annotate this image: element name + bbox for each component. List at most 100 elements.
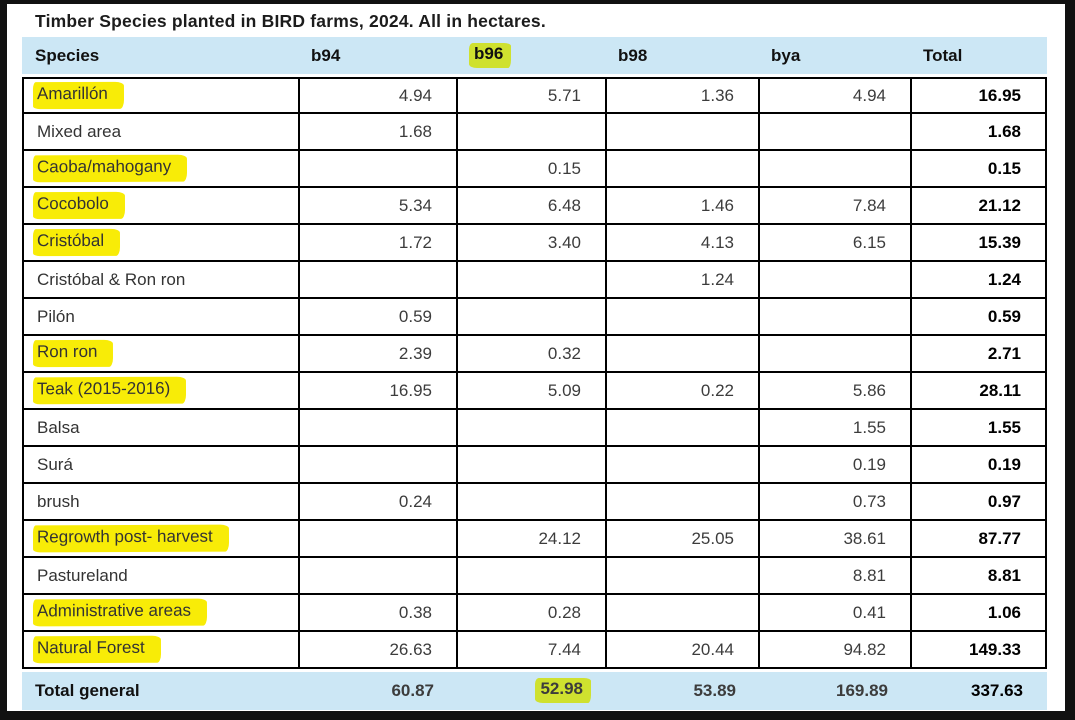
value-cell	[458, 410, 607, 447]
table-row: Regrowth post- harvest 24.12 25.05 38.61 87.…	[22, 521, 1047, 558]
row-total-cell: 149.33	[912, 632, 1047, 669]
row-total-cell: 87.77	[912, 521, 1047, 558]
header-label-bya: bya	[771, 45, 801, 65]
total-value-cell: 53.89	[607, 672, 760, 709]
species-cell: brush	[22, 484, 300, 521]
value-cell: 0.15	[458, 151, 607, 188]
value-cell: 5.71	[458, 77, 607, 114]
header-cell-b96: b96	[458, 37, 607, 74]
value-cell	[760, 114, 912, 151]
species-cell: Administrative areas	[22, 595, 300, 632]
value-cell: 8.81	[760, 558, 912, 595]
species-label: Cristóbal & Ron ron	[37, 269, 186, 289]
value-cell: 0.38	[300, 595, 458, 632]
table-row: Mixed area 1.68 1.68	[22, 114, 1047, 151]
species-cell: Cocobolo	[22, 188, 300, 225]
species-cell: Balsa	[22, 410, 300, 447]
row-total-cell: 16.95	[912, 77, 1047, 114]
table-row: Amarillón 4.94 5.71 1.36 4.94 16.95	[22, 77, 1047, 114]
value-cell: 0.19	[760, 447, 912, 484]
value-cell: 0.22	[607, 373, 760, 410]
value-cell	[458, 114, 607, 151]
page-title: Timber Species planted in BIRD farms, 20…	[35, 11, 546, 31]
species-label: Administrative areas	[32, 598, 208, 627]
value-cell	[607, 114, 760, 151]
value-cell: 7.44	[458, 632, 607, 669]
row-total-cell: 2.71	[912, 336, 1047, 373]
total-value: 60.87	[391, 680, 434, 700]
value-cell	[300, 447, 458, 484]
value-cell: 0.41	[760, 595, 912, 632]
total-row: Total general 60.87 52.98 53.89 169.89 337.63	[22, 672, 1047, 710]
header-cell-total: Total	[912, 37, 1047, 74]
value-cell: 2.39	[300, 336, 458, 373]
total-value: 52.98	[535, 678, 591, 703]
value-cell	[607, 595, 760, 632]
species-label: Ron ron	[32, 339, 114, 368]
value-cell: 5.09	[458, 373, 607, 410]
row-total-cell: 1.06	[912, 595, 1047, 632]
value-cell	[458, 262, 607, 299]
value-cell	[760, 262, 912, 299]
value-cell: 4.94	[300, 77, 458, 114]
value-cell	[458, 299, 607, 336]
value-cell: 1.46	[607, 188, 760, 225]
row-total-cell: 1.24	[912, 262, 1047, 299]
species-label: Balsa	[37, 417, 80, 437]
species-label: Pastureland	[37, 565, 128, 585]
header-cell-b98: b98	[607, 37, 760, 74]
total-value-cell: 52.98	[458, 672, 607, 709]
value-cell	[300, 262, 458, 299]
total-value: 169.89	[836, 680, 888, 700]
header-cell-b94: b94	[300, 37, 458, 74]
value-cell: 0.73	[760, 484, 912, 521]
species-cell: Pastureland	[22, 558, 300, 595]
header-label-b94: b94	[311, 45, 341, 65]
value-cell	[607, 410, 760, 447]
value-cell: 0.24	[300, 484, 458, 521]
table-row: Natural Forest 26.63 7.44 20.44 94.82 149.33	[22, 632, 1047, 669]
value-cell: 4.13	[607, 225, 760, 262]
species-label: Surá	[37, 454, 73, 474]
table-row: Caoba/mahogany 0.15 0.15	[22, 151, 1047, 188]
species-cell: Regrowth post- harvest	[22, 521, 300, 558]
value-cell: 1.36	[607, 77, 760, 114]
species-label: Mixed area	[37, 121, 122, 141]
value-cell	[458, 558, 607, 595]
value-cell: 1.55	[760, 410, 912, 447]
row-total-cell: 0.15	[912, 151, 1047, 188]
value-cell	[458, 484, 607, 521]
value-cell	[607, 447, 760, 484]
total-label-cell: Total general	[22, 672, 300, 709]
header-cell-bya: bya	[760, 37, 912, 74]
value-cell	[458, 447, 607, 484]
species-label: Amarillón	[32, 81, 124, 110]
total-value-cell: 60.87	[300, 672, 458, 709]
total-value: 53.89	[693, 680, 736, 700]
value-cell: 20.44	[607, 632, 760, 669]
value-cell: 0.59	[300, 299, 458, 336]
table-body: Amarillón 4.94 5.71 1.36 4.94 16.95 Mixed area…	[22, 77, 1047, 669]
species-label: brush	[37, 491, 80, 511]
species-cell: Surá	[22, 447, 300, 484]
header-label-b98: b98	[618, 45, 648, 65]
value-cell: 4.94	[760, 77, 912, 114]
timber-table: Species b94 b96 b98 bya Total Amarillón 4.94 5.…	[22, 37, 1047, 710]
species-cell: Ron ron	[22, 336, 300, 373]
value-cell	[300, 151, 458, 188]
species-cell: Cristóbal & Ron ron	[22, 262, 300, 299]
value-cell	[607, 558, 760, 595]
value-cell: 24.12	[458, 521, 607, 558]
species-label: Caoba/mahogany	[32, 154, 188, 183]
value-cell: 7.84	[760, 188, 912, 225]
species-cell: Amarillón	[22, 77, 300, 114]
value-cell: 16.95	[300, 373, 458, 410]
row-total-cell: 0.59	[912, 299, 1047, 336]
value-cell	[607, 484, 760, 521]
value-cell	[607, 336, 760, 373]
row-total-cell: 8.81	[912, 558, 1047, 595]
value-cell	[607, 299, 760, 336]
row-total-cell: 21.12	[912, 188, 1047, 225]
species-cell: Teak (2015-2016)	[22, 373, 300, 410]
